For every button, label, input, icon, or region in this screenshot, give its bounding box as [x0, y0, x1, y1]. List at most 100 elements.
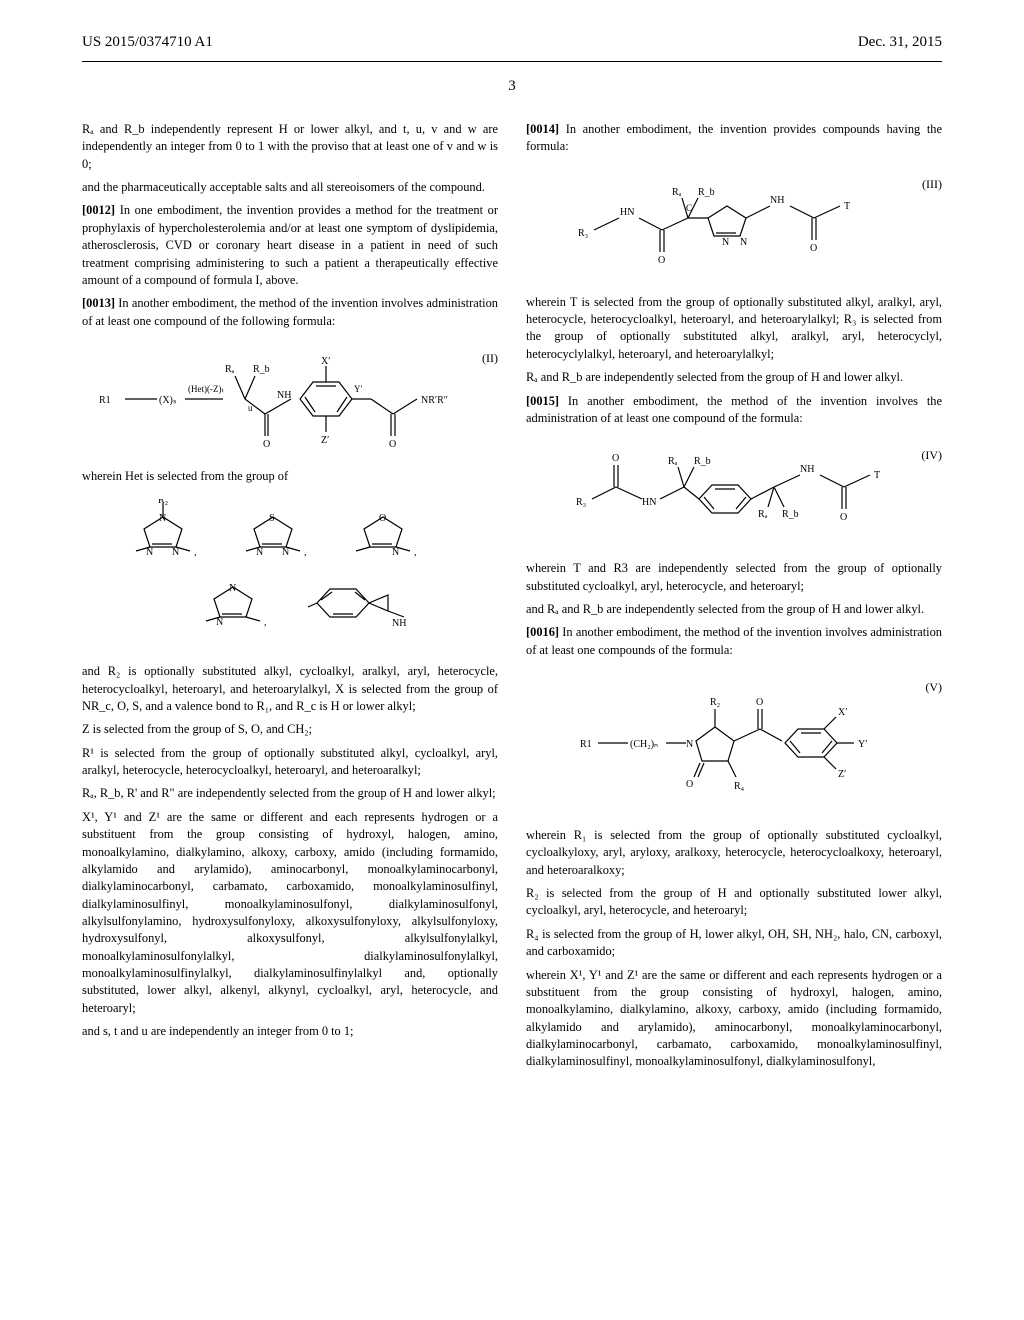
formula-II-wrap: (II) [82, 344, 498, 454]
svg-text:(X)ₛ: (X)ₛ [159, 395, 177, 406]
svg-text:HN: HN [620, 207, 634, 218]
svg-text:R₃: R₃ [578, 228, 588, 239]
svg-text:HN: HN [642, 497, 656, 508]
para-num-0015: [0015] [526, 394, 559, 408]
publication-date: Dec. 31, 2015 [858, 34, 942, 51]
after-V-2: R₂ is selected from the group of H and o… [526, 885, 942, 920]
svg-text:Rₐ: Rₐ [672, 187, 682, 198]
svg-text:NR′R″: NR′R″ [421, 395, 448, 406]
formula-V-structure: R1 (CH₂)ₙ N R₂ O R₄ O X′ Y′ Z′ [574, 673, 894, 813]
para-0015: [0015] In another embodiment, the method… [526, 393, 942, 428]
formula-V-label: (V) [925, 679, 942, 696]
svg-text:R_b: R_b [253, 364, 270, 375]
het-intro: wherein Het is selected from the group o… [82, 468, 498, 485]
below-het-6: and s, t and u are independently an inte… [82, 1023, 498, 1040]
svg-text:NH: NH [800, 464, 814, 475]
para-0012: [0012] In one embodiment, the invention … [82, 202, 498, 289]
below-het-2: Z is selected from the group of S, O, an… [82, 721, 498, 738]
formula-V-wrap: (V) [526, 673, 942, 813]
svg-text:Y′: Y′ [354, 384, 362, 394]
svg-text:R₂: R₂ [158, 499, 168, 506]
svg-text:R_b: R_b [698, 187, 715, 198]
svg-text:,: , [304, 547, 307, 558]
right-column: [0014] In another embodiment, the invent… [526, 121, 942, 1077]
svg-text:N: N [722, 237, 729, 248]
svg-text:O: O [658, 255, 665, 266]
para-0014: [0014] In another embodiment, the invent… [526, 121, 942, 156]
after-V-1: wherein R₁ is selected from the group of… [526, 827, 942, 879]
svg-text:N: N [159, 513, 166, 524]
formula-IV-label: (IV) [921, 447, 942, 464]
para-0016: [0016] In another embodiment, the method… [526, 624, 942, 659]
after-III-1: wherein T is selected from the group of … [526, 294, 942, 363]
svg-text:N: N [686, 739, 693, 750]
para-0015-text: In another embodiment, the method of the… [526, 394, 942, 425]
svg-text:R₂: R₂ [710, 697, 720, 708]
svg-text:R₃: R₃ [576, 497, 586, 508]
svg-text:N: N [229, 583, 236, 594]
page-header: US 2015/0374710 A1 Dec. 31, 2015 [0, 0, 1024, 57]
formula-III-structure: R₃ HN O Rₐ R_b C N N NH O T [564, 170, 904, 280]
svg-text:N: N [216, 617, 223, 628]
svg-text:R₄: R₄ [734, 781, 745, 792]
para-0012-text: In one embodiment, the invention provide… [82, 203, 498, 286]
svg-text:u: u [248, 403, 253, 413]
svg-text:T: T [874, 470, 880, 481]
left-column: Rₐ and R_b independently represent H or … [82, 121, 498, 1077]
svg-text:O: O [840, 512, 847, 523]
svg-text:Z′: Z′ [838, 769, 846, 780]
svg-text:(Het)(-Z)ₜ: (Het)(-Z)ₜ [188, 384, 224, 394]
formula-II-label: (II) [482, 350, 498, 367]
svg-text:Rₐ: Rₐ [758, 509, 768, 520]
two-column-body: Rₐ and R_b independently represent H or … [0, 121, 1024, 1077]
svg-text:(CH₂)ₙ: (CH₂)ₙ [630, 739, 658, 750]
svg-text:N: N [392, 547, 399, 558]
after-V-3: R₄ is selected from the group of H, lowe… [526, 926, 942, 961]
publication-number: US 2015/0374710 A1 [82, 34, 213, 51]
svg-text:X′: X′ [838, 707, 847, 718]
para-0013: [0013] In another embodiment, the method… [82, 295, 498, 330]
formula-II-structure: R1 (X)ₛ (Het)(-Z)ₜ Rₐ R_b u O NH X′ Z′ Y… [95, 344, 485, 454]
formula-IV-structure: R₃ O HN Rₐ R_b Rₐ R_b NH O T [564, 441, 904, 541]
header-rule [82, 61, 942, 62]
below-het-5: X¹, Y¹ and Z¹ are the same or different … [82, 809, 498, 1017]
formula-III-label: (III) [922, 176, 942, 193]
svg-text:O: O [263, 439, 270, 450]
svg-text:S: S [269, 513, 275, 524]
svg-text:N: N [256, 547, 263, 558]
formula-IV-wrap: (IV) [526, 441, 942, 546]
svg-text:,: , [264, 617, 267, 628]
svg-text:T: T [844, 201, 850, 212]
svg-text:R_b: R_b [782, 509, 799, 520]
svg-text:O: O [756, 697, 763, 708]
svg-text:R1: R1 [580, 739, 592, 750]
para-num-0012: [0012] [82, 203, 115, 217]
formula-III-wrap: (III) [526, 170, 942, 280]
para-salts: and the pharmaceutically acceptable salt… [82, 179, 498, 196]
after-III-2: Rₐ and R_b are independently selected fr… [526, 369, 942, 386]
svg-text:O: O [810, 243, 817, 254]
para-0016-text: In another embodiment, the method of the… [526, 625, 942, 656]
het-group-structures: R₂ N N N , S N N , O N , N N , NH [82, 499, 498, 649]
svg-text:Rₐ: Rₐ [225, 364, 235, 375]
svg-text:N: N [146, 547, 153, 558]
para-num-0014: [0014] [526, 122, 559, 136]
page-number: 3 [0, 78, 1024, 95]
para-0014-text: In another embodiment, the invention pro… [526, 122, 942, 153]
after-IV-2: and Rₐ and R_b are independently selecte… [526, 601, 942, 618]
svg-text:N: N [740, 237, 747, 248]
svg-text:O: O [686, 779, 693, 790]
svg-text:NH: NH [392, 618, 406, 629]
svg-text:R1: R1 [99, 395, 111, 406]
svg-text:O: O [389, 439, 396, 450]
svg-text:Z′: Z′ [321, 435, 329, 446]
svg-text:X′: X′ [321, 356, 330, 367]
svg-text:N: N [172, 547, 179, 558]
svg-text:O: O [612, 453, 619, 464]
after-IV-1: wherein T and R3 are independently selec… [526, 560, 942, 595]
svg-text:NH: NH [770, 195, 784, 206]
para-ra-rb: Rₐ and R_b independently represent H or … [82, 121, 498, 173]
svg-text:R_b: R_b [694, 456, 711, 467]
below-het-1: and R₂ is optionally substituted alkyl, … [82, 663, 498, 715]
para-0013-text: In another embodiment, the method of the… [82, 296, 498, 327]
